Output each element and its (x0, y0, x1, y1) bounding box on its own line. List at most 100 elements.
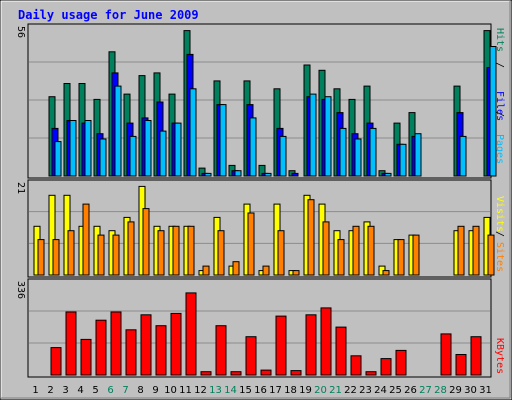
bar-sites-day-9 (157, 230, 165, 276)
day-label-22: 22 (344, 385, 357, 396)
bar-sites-day-24 (382, 270, 390, 276)
bar-kbytes-day-2 (50, 347, 62, 376)
day-label-29: 29 (449, 385, 462, 396)
bar-kbytes-day-20 (320, 307, 332, 376)
bar-kbytes-day-18 (290, 370, 302, 376)
bar-kbytes-day-29 (455, 354, 467, 376)
bar-kbytes-day-24 (380, 358, 392, 376)
bar-sites-day-21 (337, 239, 345, 276)
bar-pages-day-3 (69, 120, 77, 177)
day-label-10: 10 (164, 385, 177, 396)
day-label-6: 6 (107, 385, 113, 396)
bar-pages-day-17 (279, 135, 287, 177)
bar-sites-day-18 (292, 270, 300, 276)
bar-pages-day-7 (129, 135, 137, 177)
bar-visits-day-2 (48, 194, 56, 276)
day-label-2: 2 (47, 385, 53, 396)
bar-kbytes-day-4 (80, 338, 92, 376)
day-label-3: 3 (62, 385, 68, 396)
legend-hits: Hits (494, 28, 505, 52)
bar-pages-day-5 (99, 138, 107, 177)
bar-sites-day-30 (472, 225, 480, 276)
bar-sites-day-16 (262, 265, 270, 276)
bar-pages-day-19 (309, 93, 317, 177)
bar-kbytes-day-11 (185, 292, 197, 376)
bar-sites-day-4 (82, 203, 90, 276)
day-label-26: 26 (404, 385, 417, 396)
bar-kbytes-day-17 (275, 315, 287, 376)
legend-visits: Visits (494, 196, 505, 232)
bar-pages-day-16 (264, 172, 272, 177)
day-label-21: 21 (329, 385, 342, 396)
bar-pages-day-6 (114, 85, 122, 177)
day-labels: 1 2 3 4 5 6 7 8 9 10 11 12 13 14 15 16 17 18 19 20 21 22 23 24 2… (32, 385, 492, 396)
bar-kbytes-day-6 (110, 311, 122, 376)
bar-sites-day-6 (112, 234, 120, 276)
bar-sites-day-25 (397, 239, 405, 276)
bar-pages-day-21 (339, 127, 347, 177)
bar-pages-day-2 (54, 141, 62, 177)
bar-kbytes-day-7 (125, 329, 137, 376)
bar-pages-day-12 (204, 172, 212, 177)
day-label-12: 12 (194, 385, 207, 396)
bar-kbytes-day-15 (245, 336, 257, 376)
bar-files-day-18 (291, 172, 299, 177)
bar-sites-day-29 (457, 225, 465, 276)
bar-kbytes-day-9 (155, 325, 167, 376)
bar-pages-day-20 (324, 96, 332, 177)
bars-layer (29, 30, 497, 376)
day-label-17: 17 (269, 385, 282, 396)
day-label-30: 30 (464, 385, 477, 396)
bar-sites-day-13 (217, 230, 225, 276)
legend-kbytes: KBytes (494, 338, 505, 374)
bar-pages-day-13 (219, 104, 227, 177)
legend-sep-3: / (494, 231, 505, 237)
bar-sites-day-10 (172, 225, 180, 276)
bar-sites-day-17 (277, 230, 285, 276)
day-label-15: 15 (239, 385, 252, 396)
bar-sites-day-31 (487, 234, 495, 276)
bar-sites-day-11 (187, 225, 195, 276)
day-label-19: 19 (299, 385, 312, 396)
bar-pages-day-26 (414, 133, 422, 177)
day-label-31: 31 (479, 385, 492, 396)
day-label-20: 20 (314, 385, 327, 396)
bar-kbytes-day-25 (395, 349, 407, 376)
bar-sites-day-5 (97, 234, 105, 276)
legend-sep-1: / (494, 111, 505, 117)
panel-kbytes-ymax: 336 (15, 281, 26, 299)
bar-kbytes-day-13 (215, 325, 227, 376)
bar-sites-day-7 (127, 221, 135, 276)
legend-pages: Pages (494, 134, 505, 164)
bar-pages-day-22 (354, 138, 362, 177)
day-label-28: 28 (434, 385, 447, 396)
bar-sites-day-19 (307, 199, 315, 276)
bar-pages-day-10 (174, 122, 182, 177)
bar-kbytes-day-23 (365, 371, 377, 376)
bar-pages-day-11 (189, 88, 197, 177)
bar-pages-day-24 (384, 172, 392, 177)
bar-sites-day-26 (412, 234, 420, 276)
panel-visits-ymax: 21 (15, 182, 26, 194)
bar-kbytes-day-22 (350, 355, 362, 376)
bar-pages-day-4 (84, 120, 92, 177)
bar-kbytes-day-30 (470, 336, 482, 376)
bar-sites-day-12 (202, 265, 210, 276)
day-label-27: 27 (419, 385, 432, 396)
bar-sites-day-22 (352, 225, 360, 276)
day-label-14: 14 (224, 385, 237, 396)
bar-sites-day-8 (142, 208, 150, 276)
bar-kbytes-day-16 (260, 369, 272, 376)
legend-files: Files (494, 91, 505, 121)
day-label-7: 7 (122, 385, 128, 396)
day-label-23: 23 (359, 385, 372, 396)
bar-pages-day-23 (369, 127, 377, 177)
panel-visits-legend: Sites / Visits (494, 196, 505, 272)
bar-sites-day-15 (247, 212, 255, 276)
bar-pages-day-14 (234, 170, 242, 177)
bar-sites-day-20 (322, 221, 330, 276)
bar-kbytes-day-8 (140, 314, 152, 376)
bar-kbytes-day-19 (305, 314, 317, 376)
day-label-18: 18 (284, 385, 297, 396)
